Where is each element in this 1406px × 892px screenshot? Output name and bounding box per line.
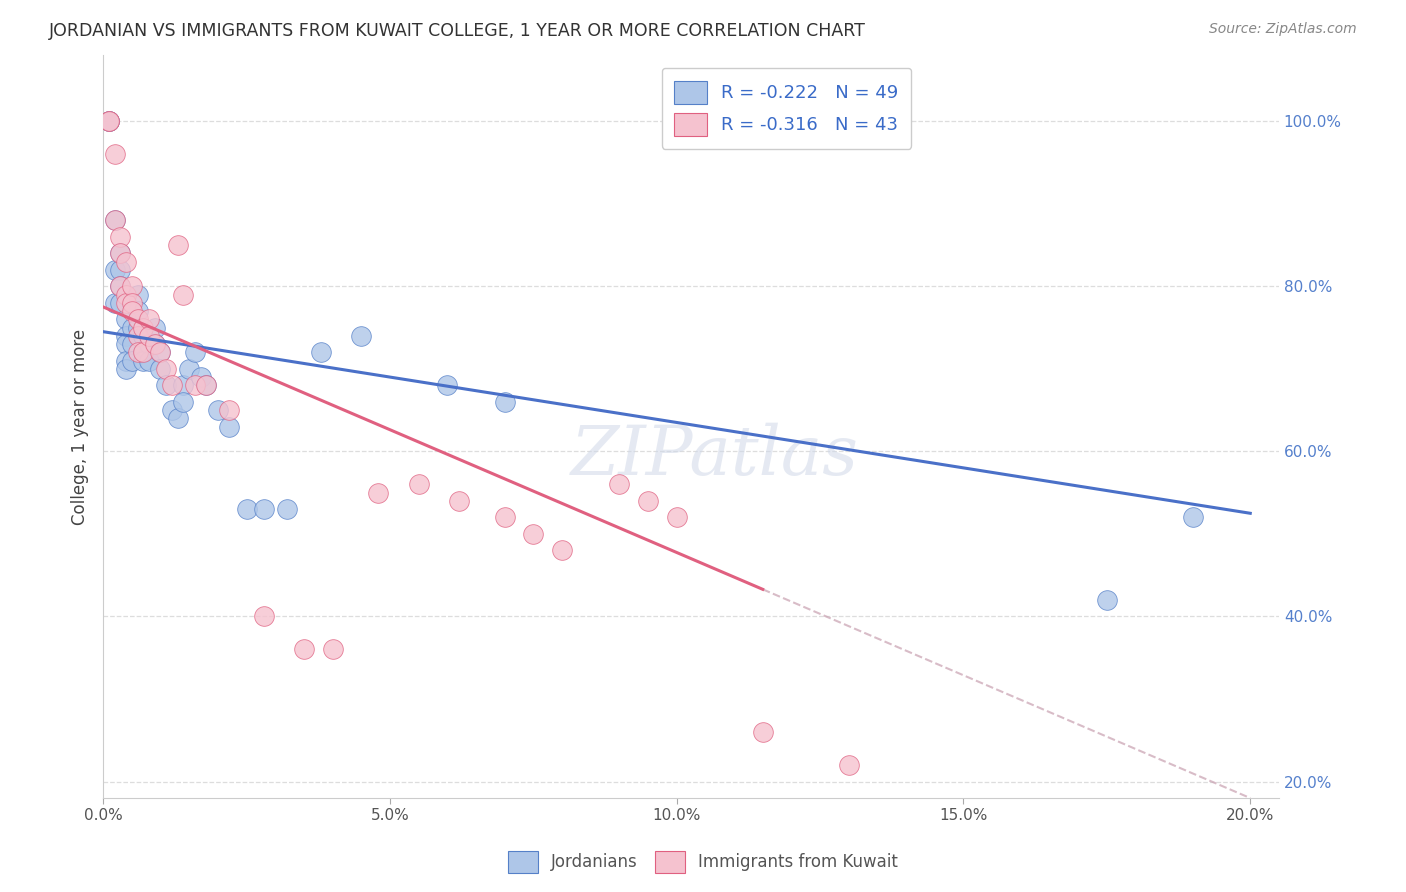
Y-axis label: College, 1 year or more: College, 1 year or more [72, 328, 89, 524]
Point [195, 378, 218, 392]
Point [172, 378, 194, 392]
Point [149, 345, 172, 359]
Point [110, 295, 132, 310]
Point [551, 543, 574, 558]
Point [160, 403, 183, 417]
Point [184, 378, 207, 392]
Point [127, 287, 149, 301]
Point [121, 279, 143, 293]
Point [115, 287, 138, 301]
Point [253, 609, 276, 624]
Point [104, 262, 127, 277]
Point [190, 370, 212, 384]
Point [322, 642, 344, 657]
Point [110, 246, 132, 260]
Text: JORDANIAN VS IMMIGRANTS FROM KUWAIT COLLEGE, 1 YEAR OR MORE CORRELATION CHART: JORDANIAN VS IMMIGRANTS FROM KUWAIT COLL… [49, 22, 866, 40]
Point [665, 510, 688, 524]
Point [218, 419, 240, 434]
Text: ZIPatlas: ZIPatlas [571, 423, 859, 490]
Point [121, 337, 143, 351]
Point [494, 394, 516, 409]
Point [132, 320, 155, 334]
Point [121, 320, 143, 334]
Point [143, 320, 166, 334]
Point [838, 758, 860, 772]
Point [1095, 593, 1118, 607]
Point [166, 238, 188, 252]
Point [104, 147, 127, 161]
Point [132, 345, 155, 359]
Point [127, 312, 149, 326]
Point [436, 378, 458, 392]
Legend: R = -0.222   N = 49, R = -0.316   N = 43: R = -0.222 N = 49, R = -0.316 N = 43 [662, 68, 911, 149]
Point [309, 345, 332, 359]
Point [179, 361, 201, 376]
Point [115, 254, 138, 268]
Point [121, 353, 143, 368]
Point [115, 361, 138, 376]
Point [235, 502, 257, 516]
Point [138, 353, 160, 368]
Point [751, 725, 773, 739]
Point [637, 494, 659, 508]
Point [115, 337, 138, 351]
Point [110, 279, 132, 293]
Point [115, 312, 138, 326]
Point [408, 477, 430, 491]
Point [447, 494, 470, 508]
Point [97, 114, 120, 128]
Point [155, 378, 177, 392]
Point [121, 295, 143, 310]
Point [110, 246, 132, 260]
Point [132, 353, 155, 368]
Point [143, 337, 166, 351]
Point [207, 403, 229, 417]
Point [127, 345, 149, 359]
Point [195, 378, 218, 392]
Point [522, 527, 544, 541]
Point [115, 295, 138, 310]
Point [149, 345, 172, 359]
Point [350, 328, 373, 343]
Point [104, 213, 127, 227]
Point [172, 394, 194, 409]
Point [155, 361, 177, 376]
Point [97, 114, 120, 128]
Point [138, 312, 160, 326]
Point [292, 642, 315, 657]
Point [607, 477, 630, 491]
Point [184, 345, 207, 359]
Point [115, 328, 138, 343]
Legend: Jordanians, Immigrants from Kuwait: Jordanians, Immigrants from Kuwait [502, 845, 904, 880]
Point [276, 502, 298, 516]
Point [110, 279, 132, 293]
Text: Source: ZipAtlas.com: Source: ZipAtlas.com [1209, 22, 1357, 37]
Point [494, 510, 516, 524]
Point [172, 287, 194, 301]
Point [110, 262, 132, 277]
Point [166, 411, 188, 425]
Point [115, 353, 138, 368]
Point [97, 114, 120, 128]
Point [121, 304, 143, 318]
Point [127, 320, 149, 334]
Point [127, 328, 149, 343]
Point [97, 114, 120, 128]
Point [132, 345, 155, 359]
Point [138, 328, 160, 343]
Point [127, 304, 149, 318]
Point [132, 328, 155, 343]
Point [110, 229, 132, 244]
Point [160, 378, 183, 392]
Point [253, 502, 276, 516]
Point [104, 295, 127, 310]
Point [367, 485, 389, 500]
Point [218, 403, 240, 417]
Point [138, 337, 160, 351]
Point [104, 213, 127, 227]
Point [1181, 510, 1204, 524]
Point [149, 361, 172, 376]
Point [143, 337, 166, 351]
